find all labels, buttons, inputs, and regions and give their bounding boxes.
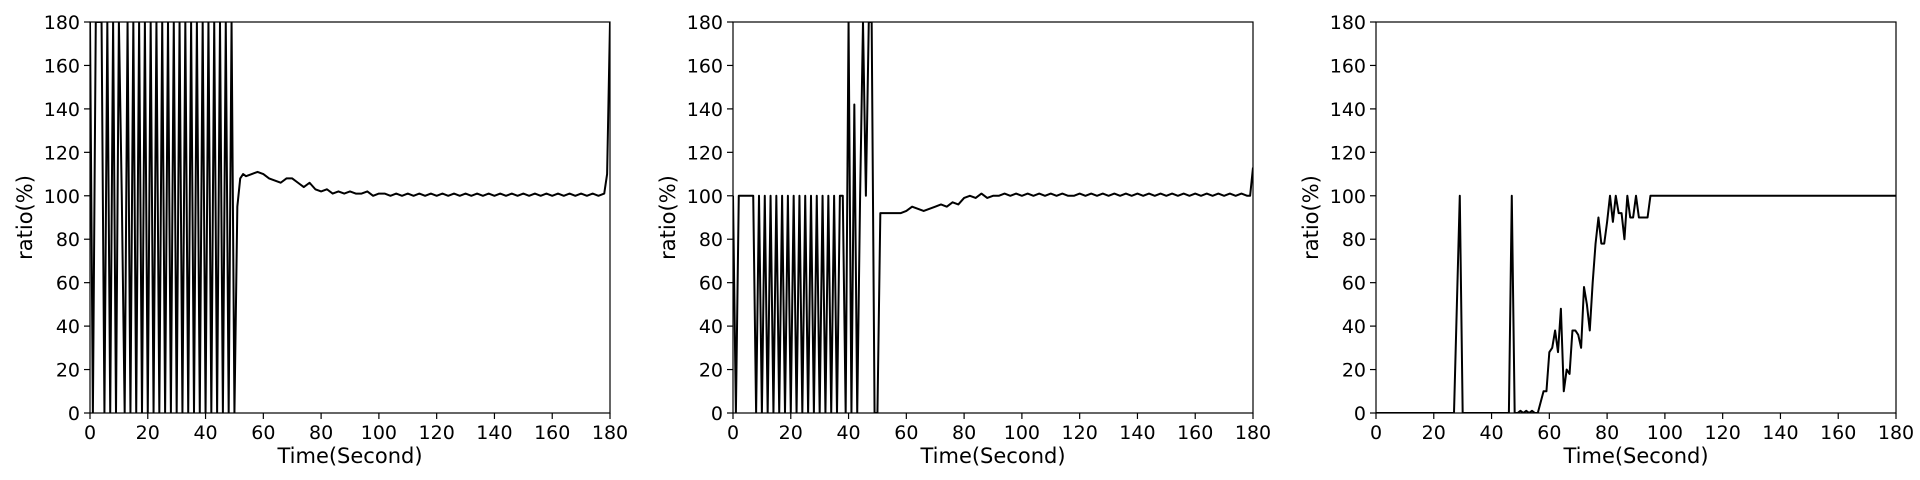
x-tick-label: 180 (1235, 422, 1271, 444)
y-tick-label: 180 (44, 12, 80, 34)
y-tick-label: 60 (1342, 273, 1366, 295)
y-tick-label: 0 (68, 403, 80, 425)
series-line-1 (1376, 194, 1896, 413)
y-tick-label: 120 (687, 142, 723, 164)
plot-frame (732, 21, 1254, 414)
chart-panel-2: 0 20 40 60 80 100 120 140 160 180 0 20 40 60 80 100 120 1… (656, 12, 1271, 468)
x-tick-label: 100 (1004, 422, 1040, 444)
y-axis-label: ratio(%) (656, 175, 680, 260)
y-tick-label: 80 (699, 229, 723, 251)
x-tick-label: 80 (309, 422, 333, 444)
x-axis-label: Time(Second) (919, 444, 1065, 468)
x-tick-label: 120 (1705, 422, 1741, 444)
x-tick-label: 160 (534, 422, 570, 444)
x-tick-label: 180 (592, 422, 628, 444)
y-tick-label: 20 (1342, 360, 1366, 382)
y-axis-label: ratio(%) (1299, 175, 1323, 260)
x-tick-label: 0 (1370, 422, 1382, 444)
x-tick-label: 40 (1479, 422, 1503, 444)
y-tick-label: 140 (687, 99, 723, 121)
y-tick-label: 20 (56, 360, 80, 382)
y-tick-label: 60 (56, 273, 80, 295)
x-tick-label: 20 (136, 422, 160, 444)
x-tick-label: 160 (1177, 422, 1213, 444)
y-tick-label: 140 (44, 99, 80, 121)
x-tick-label: 100 (361, 422, 397, 444)
x-axis-label: Time(Second) (1562, 444, 1708, 468)
x-tick-label: 140 (476, 422, 512, 444)
x-tick-label: 180 (1878, 422, 1914, 444)
series-line-1 (733, 22, 1253, 413)
x-tick-label: 140 (1762, 422, 1798, 444)
x-tick-label: 20 (1422, 422, 1446, 444)
y-tick-label: 140 (1330, 99, 1366, 121)
y-tick-label: 100 (687, 186, 723, 208)
x-tick-label: 40 (836, 422, 860, 444)
y-tick-label: 160 (44, 55, 80, 77)
chart-panel-1: 0 20 40 60 80 100 120 140 160 180 0 20 40 60 80 100 120 1… (13, 12, 628, 468)
x-axis-label: Time(Second) (276, 444, 422, 468)
x-tick-label: 120 (419, 422, 455, 444)
y-tick-label: 100 (1330, 186, 1366, 208)
y-tick-label: 180 (1330, 12, 1366, 34)
x-tick-label: 60 (894, 422, 918, 444)
x-tick-label: 80 (952, 422, 976, 444)
y-tick-label: 0 (1354, 403, 1366, 425)
y-tick-label: 160 (1330, 55, 1366, 77)
y-tick-label: 40 (699, 316, 723, 338)
y-tick-label: 40 (56, 316, 80, 338)
x-tick-label: 60 (251, 422, 275, 444)
x-tick-label: 60 (1537, 422, 1561, 444)
y-tick-label: 60 (699, 273, 723, 295)
y-tick-label: 0 (711, 403, 723, 425)
x-tick-label: 100 (1647, 422, 1683, 444)
y-tick-label: 180 (687, 12, 723, 34)
y-tick-label: 80 (1342, 229, 1366, 251)
y-axis-label: ratio(%) (13, 175, 37, 260)
y-tick-label: 100 (44, 186, 80, 208)
y-tick-label: 120 (44, 142, 80, 164)
plot-frame (89, 21, 611, 414)
x-tick-label: 0 (84, 422, 96, 444)
y-tick-label: 40 (1342, 316, 1366, 338)
x-tick-label: 120 (1062, 422, 1098, 444)
x-tick-label: 80 (1595, 422, 1619, 444)
plot-frame (1375, 21, 1897, 414)
y-tick-label: 160 (687, 55, 723, 77)
x-tick-label: 140 (1119, 422, 1155, 444)
y-tick-label: 20 (699, 360, 723, 382)
y-tick-label: 120 (1330, 142, 1366, 164)
y-tick-label: 80 (56, 229, 80, 251)
chart-panel-3: 0 20 40 60 80 100 120 140 160 180 0 20 40 60 80 100 120 1… (1299, 12, 1914, 468)
x-tick-label: 0 (727, 422, 739, 444)
series-line-1 (90, 22, 610, 413)
x-tick-label: 160 (1820, 422, 1856, 444)
x-tick-label: 20 (779, 422, 803, 444)
x-tick-label: 40 (193, 422, 217, 444)
